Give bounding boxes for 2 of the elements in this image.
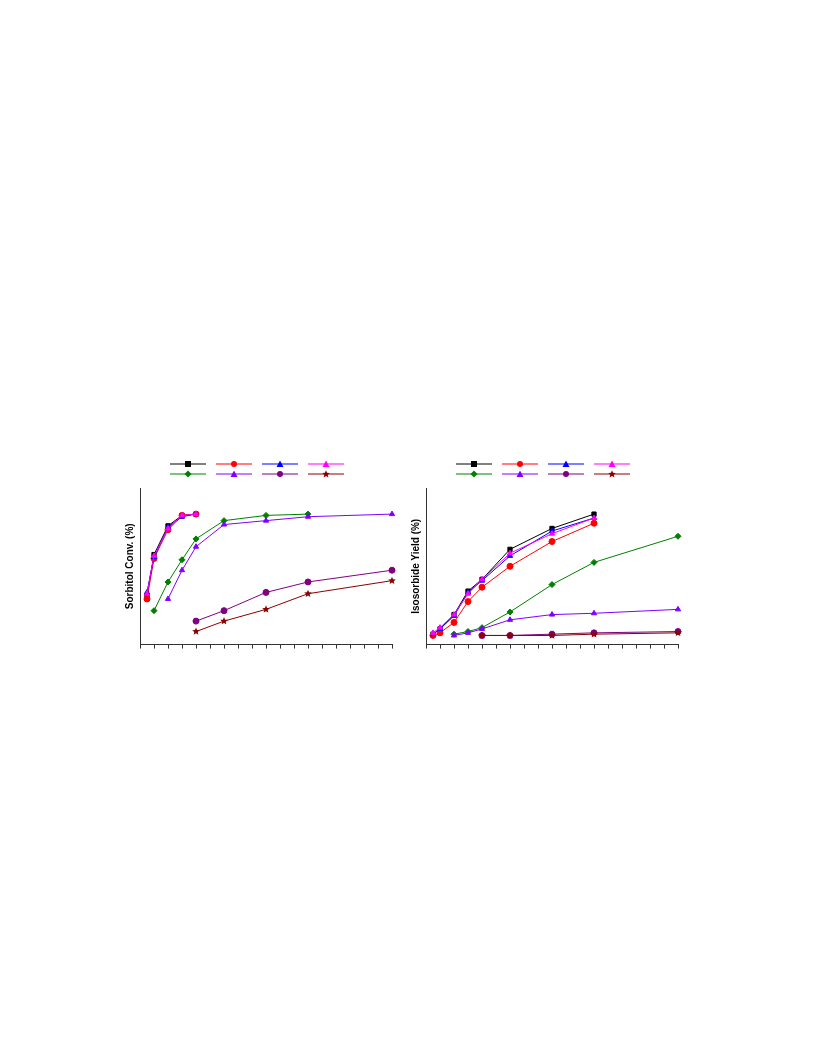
y-axis-title: Sorbitol Conv. (%) bbox=[123, 523, 135, 610]
y-axis-title: Isosorbide Yield (%) bbox=[409, 518, 421, 614]
